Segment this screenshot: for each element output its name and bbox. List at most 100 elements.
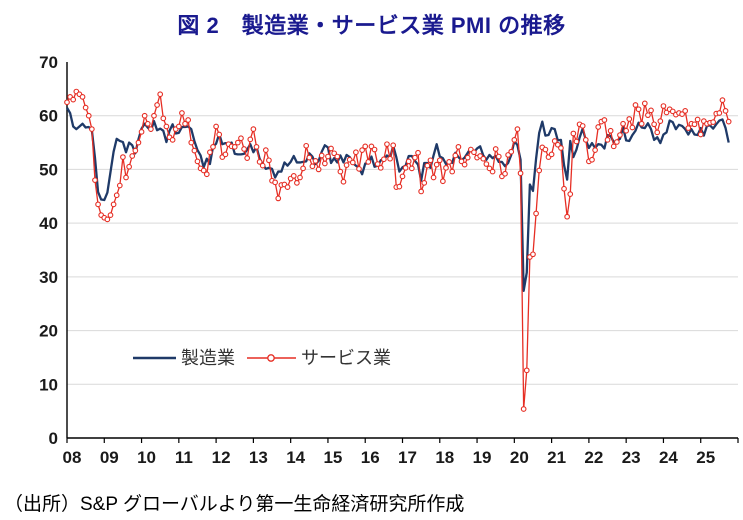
marker-services (623, 127, 630, 134)
marker-services (669, 108, 676, 115)
marker-services (381, 156, 387, 163)
marker-services (294, 180, 300, 186)
marker-services (449, 168, 456, 175)
marker-services (517, 170, 524, 177)
marker-services (79, 94, 86, 100)
x-tick-label-20: 20 (510, 448, 529, 467)
marker-services (250, 126, 257, 132)
marker-services (349, 159, 356, 166)
marker-services (328, 145, 334, 152)
marker-services (191, 147, 198, 154)
marker-services (570, 130, 577, 137)
marker-services (502, 170, 508, 177)
line-manufacturing (66, 107, 730, 292)
marker-services (135, 139, 142, 146)
marker-services (116, 182, 123, 189)
marker-services (275, 195, 282, 202)
marker-services (551, 138, 558, 144)
marker-services (697, 131, 704, 138)
marker-services (523, 367, 530, 374)
marker-services (558, 145, 564, 151)
marker-services (160, 115, 167, 122)
marker-services (483, 161, 490, 167)
chart-axis-labels: 0 10 20 30 40 50 60 70 08 09 10 11 12 13 14 15 16 17 18 19 2… (39, 53, 715, 467)
marker-services (300, 165, 306, 172)
marker-services (123, 174, 129, 181)
marker-services (486, 165, 493, 172)
marker-services (654, 129, 661, 136)
marker-services (682, 108, 689, 114)
marker-services (415, 149, 421, 156)
marker-services (141, 112, 148, 119)
chart-title: 図 2 製造業・サービス業 PMI の推移 (177, 13, 566, 38)
marker-services (318, 152, 325, 159)
x-tick-label-23: 23 (622, 448, 641, 467)
x-tick-label-17: 17 (398, 448, 417, 467)
marker-services (343, 162, 350, 168)
x-tick-label-18: 18 (435, 448, 454, 467)
marker-services (613, 139, 620, 145)
marker-services (175, 123, 182, 130)
marker-services (492, 146, 499, 152)
marker-services (244, 155, 251, 161)
marker-services (144, 120, 151, 127)
marker-services (601, 117, 608, 123)
legend-manufacturing-label: 製造業 (181, 348, 235, 368)
marker-services (638, 120, 645, 127)
marker-services (126, 163, 132, 170)
marker-services (213, 123, 219, 130)
marker-services (182, 120, 188, 127)
marker-services (663, 109, 670, 116)
marker-services (297, 174, 303, 181)
marker-services (592, 147, 598, 153)
marker-services (691, 121, 698, 128)
chart-gridlines (67, 115, 738, 385)
marker-services (561, 185, 567, 192)
x-tick-label-10: 10 (137, 448, 156, 467)
marker-services (635, 106, 642, 113)
marker-services (629, 124, 636, 131)
marker-services (607, 127, 614, 134)
marker-services (241, 146, 247, 152)
marker-services (377, 164, 384, 171)
marker-services (564, 213, 570, 220)
marker-services (610, 143, 617, 150)
marker-services (70, 96, 77, 103)
marker-services (461, 161, 468, 168)
marker-services (169, 137, 176, 143)
marker-services (200, 167, 207, 174)
marker-services (210, 144, 216, 150)
marker-services (430, 174, 437, 181)
marker-services (626, 116, 633, 122)
marker-services (179, 110, 185, 116)
legend-services-marker-sample (267, 354, 275, 362)
marker-services (573, 138, 580, 145)
marker-services (384, 141, 390, 148)
marker-services (365, 159, 372, 165)
marker-services (617, 132, 623, 138)
legend-services-label: サービス業 (301, 348, 391, 368)
x-tick-label-21: 21 (547, 448, 566, 467)
marker-services (719, 97, 726, 103)
marker-services (443, 164, 449, 171)
marker-services (325, 153, 331, 160)
x-tick-label-16: 16 (361, 448, 380, 467)
marker-services (356, 166, 362, 172)
marker-services (452, 152, 459, 159)
marker-services (315, 166, 322, 173)
x-tick-label-09: 09 (100, 448, 119, 467)
marker-services (148, 126, 154, 132)
marker-services (660, 103, 667, 109)
marker-services (548, 151, 555, 158)
marker-services (163, 123, 170, 130)
marker-services (402, 164, 409, 171)
x-tick-label-15: 15 (323, 448, 342, 467)
y-tick-label-60: 60 (39, 107, 58, 126)
x-tick-label-19: 19 (473, 448, 492, 467)
marker-services (710, 119, 717, 126)
marker-services (104, 216, 111, 223)
marker-services (272, 179, 278, 186)
marker-services (405, 158, 412, 165)
